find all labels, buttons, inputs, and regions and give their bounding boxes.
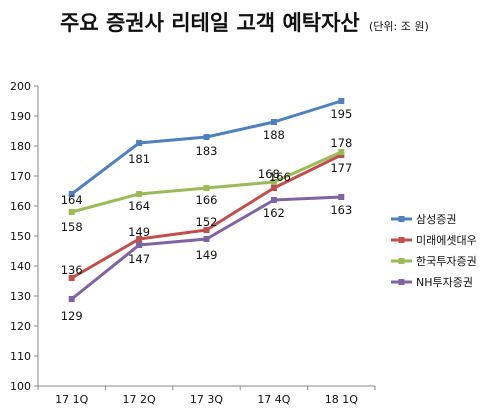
y-tick-label: 160	[10, 200, 31, 213]
data-point	[203, 227, 210, 233]
data-label: 164	[128, 199, 150, 213]
y-tick-label: 120	[10, 320, 31, 333]
legend-label: 미래에셋대우	[416, 234, 477, 247]
y-tick-label: 190	[10, 110, 31, 123]
data-point	[136, 236, 143, 242]
data-label: 147	[128, 252, 150, 266]
legend-label: 삼성증권	[416, 213, 456, 226]
data-point	[136, 140, 143, 146]
data-label: 163	[330, 203, 352, 217]
legend-item: 미래에셋대우	[391, 234, 477, 247]
legend-item: 삼성증권	[391, 213, 456, 226]
data-label: 158	[61, 220, 83, 234]
data-label: 188	[263, 128, 285, 142]
data-point	[270, 185, 277, 191]
data-point	[270, 119, 277, 125]
data-label: 162	[263, 206, 285, 220]
data-label: 149	[128, 225, 150, 239]
y-tick-label: 150	[10, 230, 31, 243]
data-label: 195	[330, 107, 352, 121]
x-tick-label: 17 4Q	[257, 393, 290, 406]
data-label: 149	[196, 248, 218, 262]
data-point	[68, 191, 75, 197]
chart-title: 주요 증권사 리테일 고객 예탁자산	[60, 11, 360, 35]
x-tick-label: 17 3Q	[190, 393, 223, 406]
legend-label: NH투자증권	[416, 276, 473, 289]
y-tick-label: 170	[10, 170, 31, 183]
data-label: 166	[269, 170, 291, 184]
data-label: 136	[61, 263, 83, 277]
data-point	[203, 134, 210, 140]
chart-subtitle: (단위: 조 원)	[369, 20, 429, 33]
series-NH투자증권	[68, 194, 345, 302]
data-label: 164	[61, 193, 83, 207]
legend-item: 한국투자증권	[391, 255, 477, 268]
data-point	[270, 197, 277, 203]
y-tick-label: 140	[10, 260, 31, 273]
y-tick-label: 180	[10, 140, 31, 153]
legend-item: NH투자증권	[391, 276, 473, 289]
legend-marker	[398, 216, 405, 222]
y-tick-label: 130	[10, 290, 31, 303]
series-삼성증권	[68, 98, 345, 197]
data-label: 152	[196, 215, 218, 229]
data-point	[338, 194, 345, 200]
x-tick-label: 18 1Q	[325, 393, 358, 406]
data-label: 166	[196, 193, 218, 207]
series-layer	[68, 98, 345, 302]
legend-marker	[398, 258, 405, 264]
axes: 100 110 120 130 140 150 160 170 180 190 200 17 1Q 17…	[10, 80, 376, 406]
data-label: 181	[128, 152, 150, 166]
legend-marker	[398, 279, 405, 285]
data-label: 177	[330, 161, 352, 175]
data-point	[270, 179, 277, 185]
data-point	[203, 185, 210, 191]
y-tick-label: 100	[10, 380, 31, 393]
y-tick-label: 110	[10, 350, 31, 363]
series-한국투자증권	[68, 149, 345, 215]
data-point	[68, 296, 75, 302]
data-point	[338, 149, 345, 155]
data-label: 178	[330, 136, 352, 150]
legend-label: 한국투자증권	[416, 255, 477, 268]
data-label: 129	[61, 309, 83, 323]
y-tick-label: 200	[10, 80, 31, 93]
data-label: 183	[196, 144, 218, 158]
data-point	[136, 191, 143, 197]
x-tick-label: 17 2Q	[123, 393, 156, 406]
legend-marker	[398, 237, 405, 243]
data-point	[68, 209, 75, 215]
x-tick-label: 17 1Q	[55, 393, 88, 406]
data-point	[338, 98, 345, 104]
data-point	[136, 242, 143, 248]
data-point	[68, 275, 75, 281]
data-label: 168	[258, 167, 280, 181]
data-point	[203, 236, 210, 242]
